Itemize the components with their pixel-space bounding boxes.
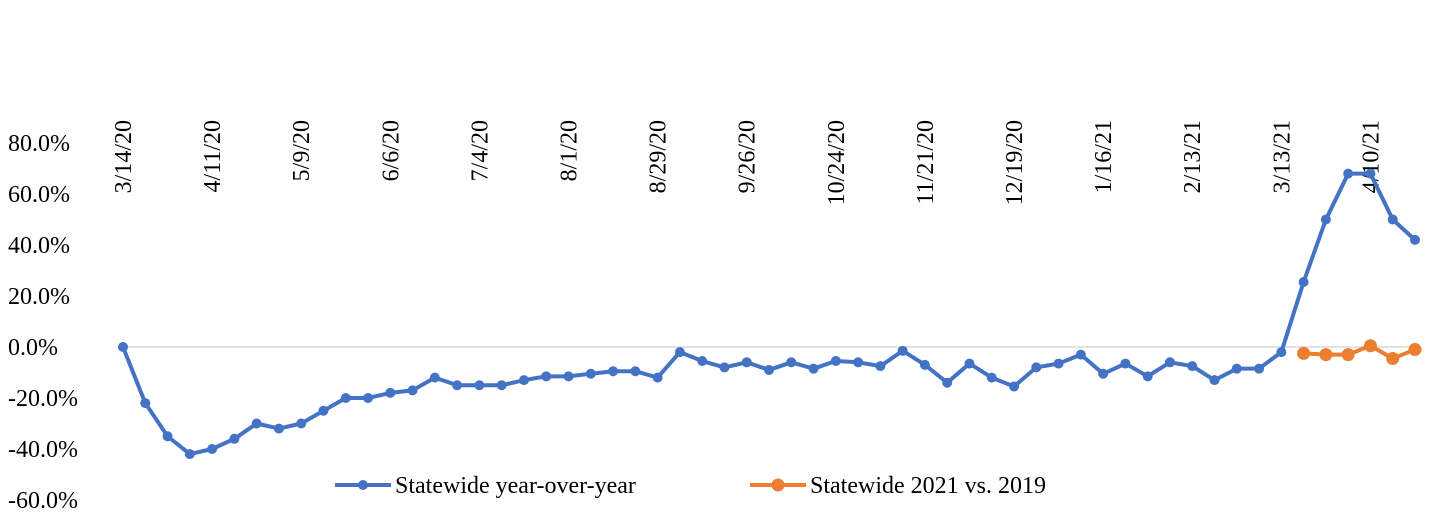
point (1386, 351, 1400, 365)
point (1363, 339, 1377, 353)
point (296, 418, 307, 429)
x-tick-label: 10/24/20 (824, 120, 850, 205)
point (1365, 168, 1376, 179)
point (1319, 348, 1333, 362)
point (273, 423, 284, 434)
point (1053, 358, 1064, 369)
point (674, 347, 685, 358)
x-tick-label: 7/4/20 (467, 120, 493, 181)
point (986, 372, 997, 383)
x-tick-label: 3/13/21 (1269, 120, 1295, 193)
point (1098, 368, 1109, 379)
x-tick-label: 2/13/21 (1180, 120, 1206, 193)
point (563, 371, 574, 382)
y-tick-label: -60.0% (8, 488, 78, 514)
point (741, 357, 752, 368)
point (541, 371, 552, 382)
point (1231, 363, 1242, 374)
point (340, 393, 351, 403)
x-tick-label: 8/29/20 (646, 120, 672, 193)
point (407, 385, 418, 396)
point (1297, 346, 1311, 360)
point (207, 444, 218, 454)
point (1209, 375, 1220, 386)
x-tick-label: 11/21/20 (913, 120, 939, 204)
point (630, 366, 641, 377)
point (897, 345, 908, 356)
x-tick-label: 3/14/20 (111, 120, 137, 193)
point (251, 418, 262, 429)
y-tick-label: 20.0% (8, 284, 70, 310)
point (1298, 276, 1309, 287)
point (518, 375, 529, 386)
point (608, 366, 619, 377)
point (719, 362, 730, 373)
point (184, 449, 195, 460)
legend-marker (771, 478, 785, 492)
point (474, 380, 485, 391)
point (652, 372, 663, 383)
point (830, 356, 841, 367)
point (229, 433, 240, 444)
point (1343, 168, 1354, 179)
point (1341, 348, 1355, 362)
point (429, 372, 440, 383)
x-tick-label: 1/16/21 (1091, 120, 1117, 193)
point (162, 431, 173, 442)
point (1320, 214, 1331, 225)
point (1031, 362, 1042, 373)
legend-label: Statewide year-over-year (395, 473, 636, 499)
point (1187, 361, 1198, 372)
point (1120, 358, 1131, 369)
legend-marker (358, 480, 368, 490)
x-tick-label: 6/6/20 (378, 120, 404, 181)
series-line (121, 171, 1417, 457)
point (452, 380, 463, 391)
y-tick-label: 40.0% (8, 233, 70, 259)
point (919, 359, 930, 370)
point (1254, 363, 1265, 374)
point (764, 364, 774, 375)
x-tick-label: 5/9/20 (289, 120, 315, 181)
point (1142, 371, 1153, 382)
x-tick-label: 9/26/20 (735, 120, 761, 193)
x-tick-label: 4/11/20 (200, 120, 226, 192)
point (808, 363, 819, 374)
point (585, 368, 596, 379)
point (140, 398, 151, 409)
x-tick-label: 4/10/21 (1358, 120, 1384, 193)
legend-label: Statewide 2021 vs. 2019 (810, 473, 1046, 499)
point (1410, 234, 1420, 245)
point (496, 380, 507, 391)
point (853, 357, 864, 368)
point (697, 356, 708, 367)
point (118, 342, 128, 352)
y-tick-label: 0.0% (8, 335, 58, 361)
point (1276, 347, 1287, 358)
point (875, 361, 886, 372)
y-tick-label: 60.0% (8, 182, 70, 208)
x-tick-label: 8/1/20 (557, 120, 583, 181)
y-tick-label: 80.0% (8, 131, 70, 157)
y-tick-label: -40.0% (8, 437, 78, 463)
point (786, 357, 797, 368)
x-tick-label: 12/19/20 (1002, 120, 1028, 205)
point (1164, 357, 1175, 368)
point (1387, 214, 1398, 225)
point (964, 358, 975, 369)
point (385, 387, 396, 398)
point (942, 377, 953, 388)
point (1009, 381, 1020, 392)
point (1075, 349, 1086, 360)
point (1408, 343, 1422, 357)
point (363, 393, 374, 403)
point (318, 405, 329, 416)
y-tick-label: -20.0% (8, 386, 78, 412)
